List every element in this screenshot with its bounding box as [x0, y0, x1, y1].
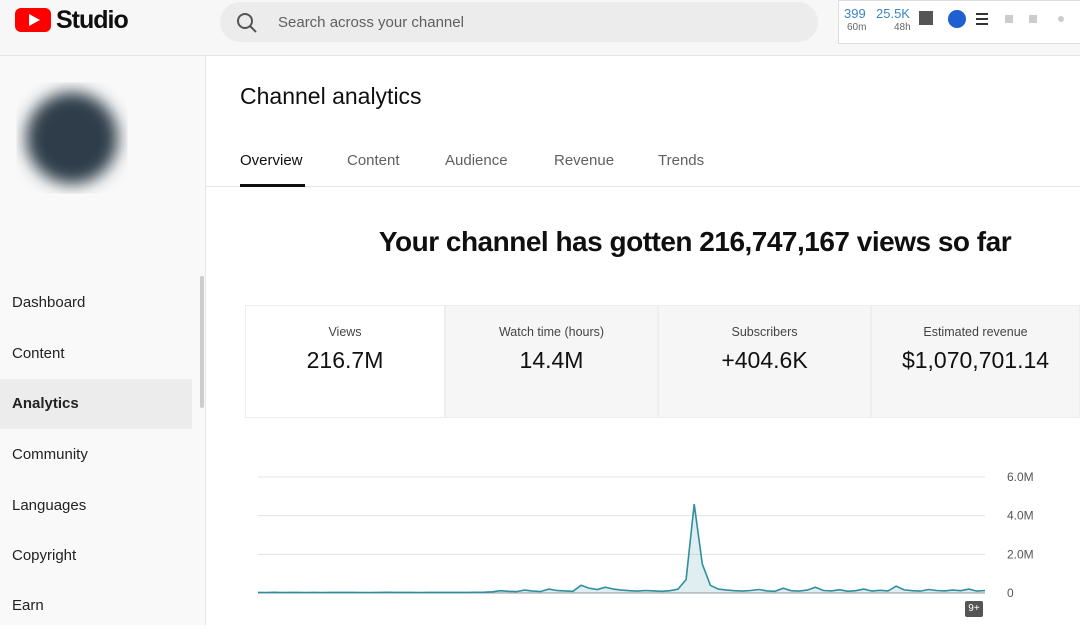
- scrollbar: [200, 276, 204, 408]
- search-box[interactable]: Search across your channel: [220, 2, 818, 42]
- nav-item[interactable]: Languages: [12, 497, 87, 514]
- y-tick-label: 6.0M: [1007, 470, 1034, 484]
- tab[interactable]: Audience: [445, 152, 508, 169]
- metric-card[interactable]: Watch time (hours) 14.4M: [445, 305, 658, 418]
- tab-divider: [206, 186, 1080, 187]
- tab[interactable]: Revenue: [554, 152, 615, 169]
- metric-card[interactable]: Subscribers +404.6K: [658, 305, 871, 418]
- stat-sub: 60m: [847, 22, 867, 33]
- nav-item[interactable]: Community: [12, 446, 88, 463]
- tab-underline: [240, 184, 305, 187]
- metric-value: +404.6K: [721, 347, 808, 373]
- y-tick-label: 2.0M: [1007, 547, 1034, 561]
- metric-card[interactable]: Estimated revenue $1,070,701.14: [871, 305, 1080, 418]
- tab[interactable]: Overview: [240, 152, 303, 169]
- search-placeholder: Search across your channel: [278, 14, 464, 31]
- nav-item[interactable]: Copyright: [12, 547, 77, 564]
- stat: 399: [844, 6, 866, 21]
- extension-icons: [919, 10, 1064, 28]
- nav-item[interactable]: Dashboard: [12, 294, 86, 311]
- search-icon: [237, 13, 257, 33]
- metric-value: $1,070,701.14: [901, 347, 1050, 373]
- extension-widget: 399 60m 25.5K 48h: [838, 0, 1080, 44]
- nav-item[interactable]: Content: [12, 345, 65, 362]
- nav-item[interactable]: Analytics: [0, 379, 192, 429]
- line-area: [258, 504, 985, 593]
- line: [257, 503, 986, 594]
- headline: Your channel has gotten 216,747,167 view…: [378, 226, 1012, 257]
- page-title: Channel analytics: [240, 83, 422, 109]
- metric-value: 216.7M: [306, 347, 384, 373]
- y-tick-label: 4.0M: [1007, 509, 1034, 523]
- metric-label: Subscribers: [731, 325, 798, 339]
- stat: 25.5K: [876, 6, 910, 21]
- logo-text: Studio: [56, 6, 129, 34]
- avatar: [26, 92, 118, 184]
- metric-value: 14.4M: [519, 347, 584, 373]
- logo-icon: [15, 8, 51, 32]
- metric-label: Estimated revenue: [923, 325, 1028, 339]
- metric-label: Watch time (hours): [498, 325, 605, 339]
- stat-sub: 48h: [894, 22, 911, 33]
- y-tick-label: 0: [1007, 586, 1014, 600]
- views-chart: 0 2.0M 4.0M 6.0M: [257, 470, 1034, 600]
- metric-label: Views: [328, 325, 362, 339]
- tab[interactable]: Content: [347, 152, 400, 169]
- top-bar: Studio Search across your channel 399 60…: [0, 0, 1080, 56]
- badge: 9+: [965, 601, 983, 617]
- tab[interactable]: Trends: [658, 152, 705, 169]
- nav-item[interactable]: Earn: [12, 597, 44, 614]
- metric-card[interactable]: Views 216.7M: [245, 305, 445, 418]
- sidebar: Dashboard Content Analytics Community Langua…: [0, 56, 206, 625]
